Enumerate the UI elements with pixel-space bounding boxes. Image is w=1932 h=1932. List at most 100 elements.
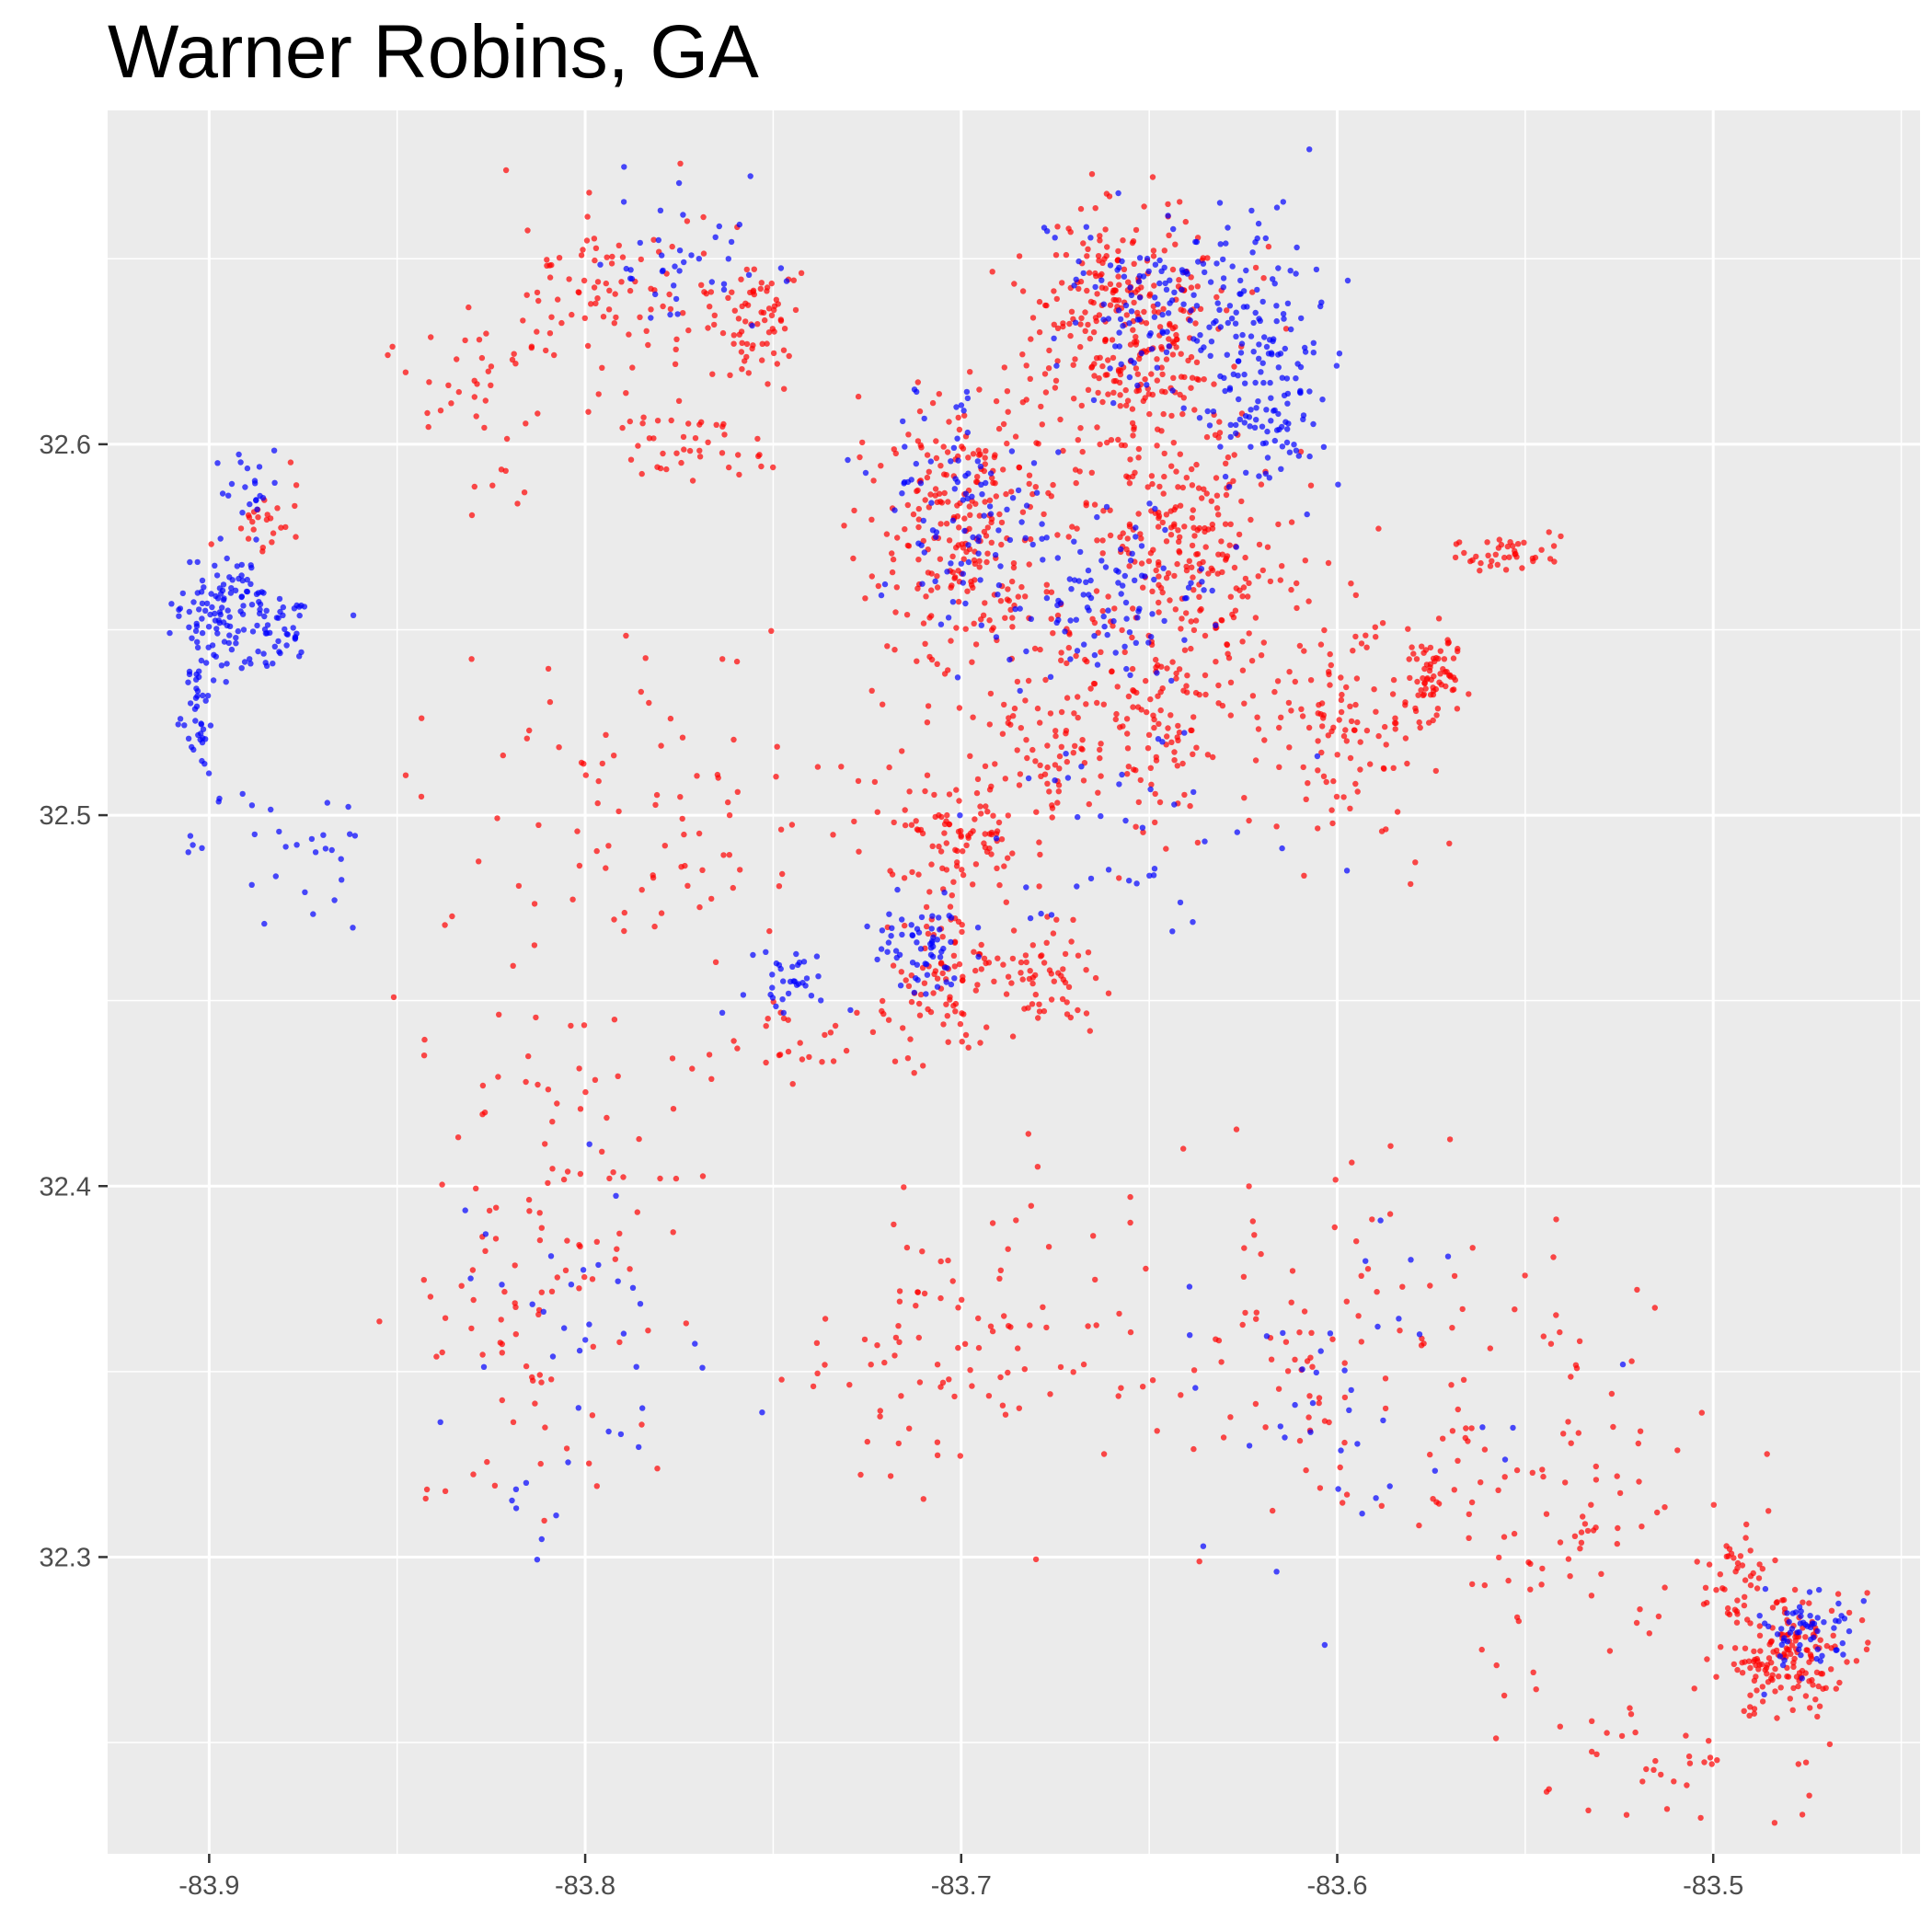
point xyxy=(933,454,940,462)
point xyxy=(523,1363,530,1370)
point xyxy=(420,1277,427,1283)
point xyxy=(1718,1644,1724,1650)
point xyxy=(1093,317,1099,325)
point xyxy=(895,1323,902,1329)
point xyxy=(954,435,960,442)
point xyxy=(1118,361,1124,367)
point xyxy=(1274,678,1282,684)
point xyxy=(1058,743,1065,750)
point xyxy=(1834,1591,1842,1597)
point xyxy=(1416,719,1422,726)
point xyxy=(1750,1570,1756,1577)
point xyxy=(1048,615,1054,622)
point xyxy=(1652,1757,1659,1765)
point xyxy=(1123,665,1130,673)
point xyxy=(1141,308,1147,316)
point xyxy=(1223,557,1229,563)
point xyxy=(1118,442,1125,448)
point xyxy=(470,1296,477,1304)
point xyxy=(1343,868,1351,874)
point xyxy=(1018,519,1025,525)
point xyxy=(1255,398,1261,405)
point xyxy=(874,809,880,815)
point xyxy=(1016,465,1023,471)
point xyxy=(198,730,204,737)
point xyxy=(1177,502,1184,509)
point xyxy=(953,625,960,631)
point xyxy=(1159,519,1167,526)
point xyxy=(595,777,602,785)
point xyxy=(677,160,684,167)
point xyxy=(1051,335,1057,341)
point xyxy=(545,1179,551,1187)
point xyxy=(1087,1028,1094,1034)
point xyxy=(594,295,601,302)
point xyxy=(597,261,604,268)
point xyxy=(1747,1547,1754,1554)
point xyxy=(1407,674,1413,682)
point xyxy=(1008,489,1015,495)
point xyxy=(1172,606,1179,613)
point xyxy=(293,482,300,489)
point xyxy=(1010,713,1017,719)
point xyxy=(208,591,214,597)
point xyxy=(964,395,972,402)
point xyxy=(1428,676,1435,684)
point xyxy=(611,320,617,327)
point xyxy=(1048,589,1055,595)
point xyxy=(1487,563,1494,569)
point xyxy=(1734,1559,1742,1567)
point xyxy=(1307,677,1315,684)
point xyxy=(1150,253,1157,259)
point xyxy=(1260,275,1267,282)
point xyxy=(1135,279,1143,285)
point xyxy=(1068,586,1075,592)
point xyxy=(959,1039,965,1045)
point xyxy=(523,292,530,298)
point xyxy=(1089,615,1096,622)
point xyxy=(1772,1557,1778,1564)
point xyxy=(1225,484,1233,490)
point xyxy=(1259,298,1266,305)
point xyxy=(1468,1425,1475,1432)
point xyxy=(1328,661,1335,669)
point xyxy=(1126,878,1133,884)
point xyxy=(654,418,661,424)
point xyxy=(1176,277,1182,283)
point xyxy=(1160,565,1167,571)
point xyxy=(1100,508,1107,514)
point xyxy=(524,227,531,234)
point xyxy=(1155,693,1161,699)
point xyxy=(1021,1366,1029,1373)
point xyxy=(1119,771,1125,778)
point xyxy=(815,973,822,980)
point xyxy=(514,500,521,507)
point xyxy=(495,1074,501,1080)
point xyxy=(1130,432,1136,439)
point xyxy=(1172,241,1179,247)
point xyxy=(841,523,847,529)
point xyxy=(1125,279,1132,285)
point xyxy=(1030,460,1038,466)
point xyxy=(729,289,735,295)
point xyxy=(1598,1570,1604,1578)
point xyxy=(902,443,908,450)
point xyxy=(1120,723,1126,730)
point xyxy=(926,504,932,511)
point xyxy=(994,865,1000,871)
point xyxy=(535,1311,542,1318)
point xyxy=(699,1364,706,1371)
point xyxy=(1080,1361,1087,1368)
point xyxy=(1043,589,1050,595)
point xyxy=(1115,1393,1121,1399)
point xyxy=(1460,1376,1467,1384)
point xyxy=(1301,1308,1308,1315)
point xyxy=(868,1362,874,1368)
point xyxy=(1273,317,1280,325)
point xyxy=(478,354,486,362)
point xyxy=(1040,557,1046,563)
point xyxy=(1216,200,1224,206)
point xyxy=(531,901,538,907)
point xyxy=(1134,382,1141,389)
point xyxy=(1187,317,1193,324)
